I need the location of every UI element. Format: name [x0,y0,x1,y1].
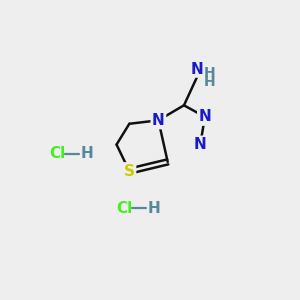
Text: S: S [124,164,135,178]
Text: N: N [194,137,207,152]
Text: Cl: Cl [49,146,65,161]
Text: H: H [80,146,93,161]
Text: Cl: Cl [117,201,133,216]
Text: H: H [204,66,215,80]
Text: N: N [152,113,165,128]
Text: H: H [204,75,215,89]
Text: H: H [148,201,161,216]
Text: N: N [199,109,211,124]
Text: N: N [190,62,203,77]
